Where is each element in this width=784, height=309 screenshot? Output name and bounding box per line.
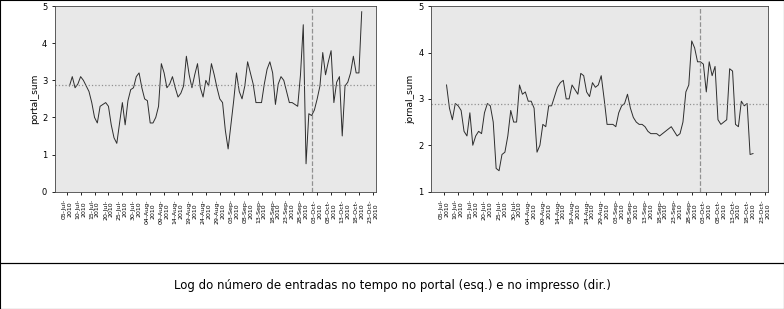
Text: Log do número de entradas no tempo no portal (esq.) e no impresso (dir.): Log do número de entradas no tempo no po…: [173, 279, 611, 292]
Y-axis label: jornal_sum: jornal_sum: [406, 74, 416, 124]
Y-axis label: portal_sum: portal_sum: [30, 74, 39, 124]
